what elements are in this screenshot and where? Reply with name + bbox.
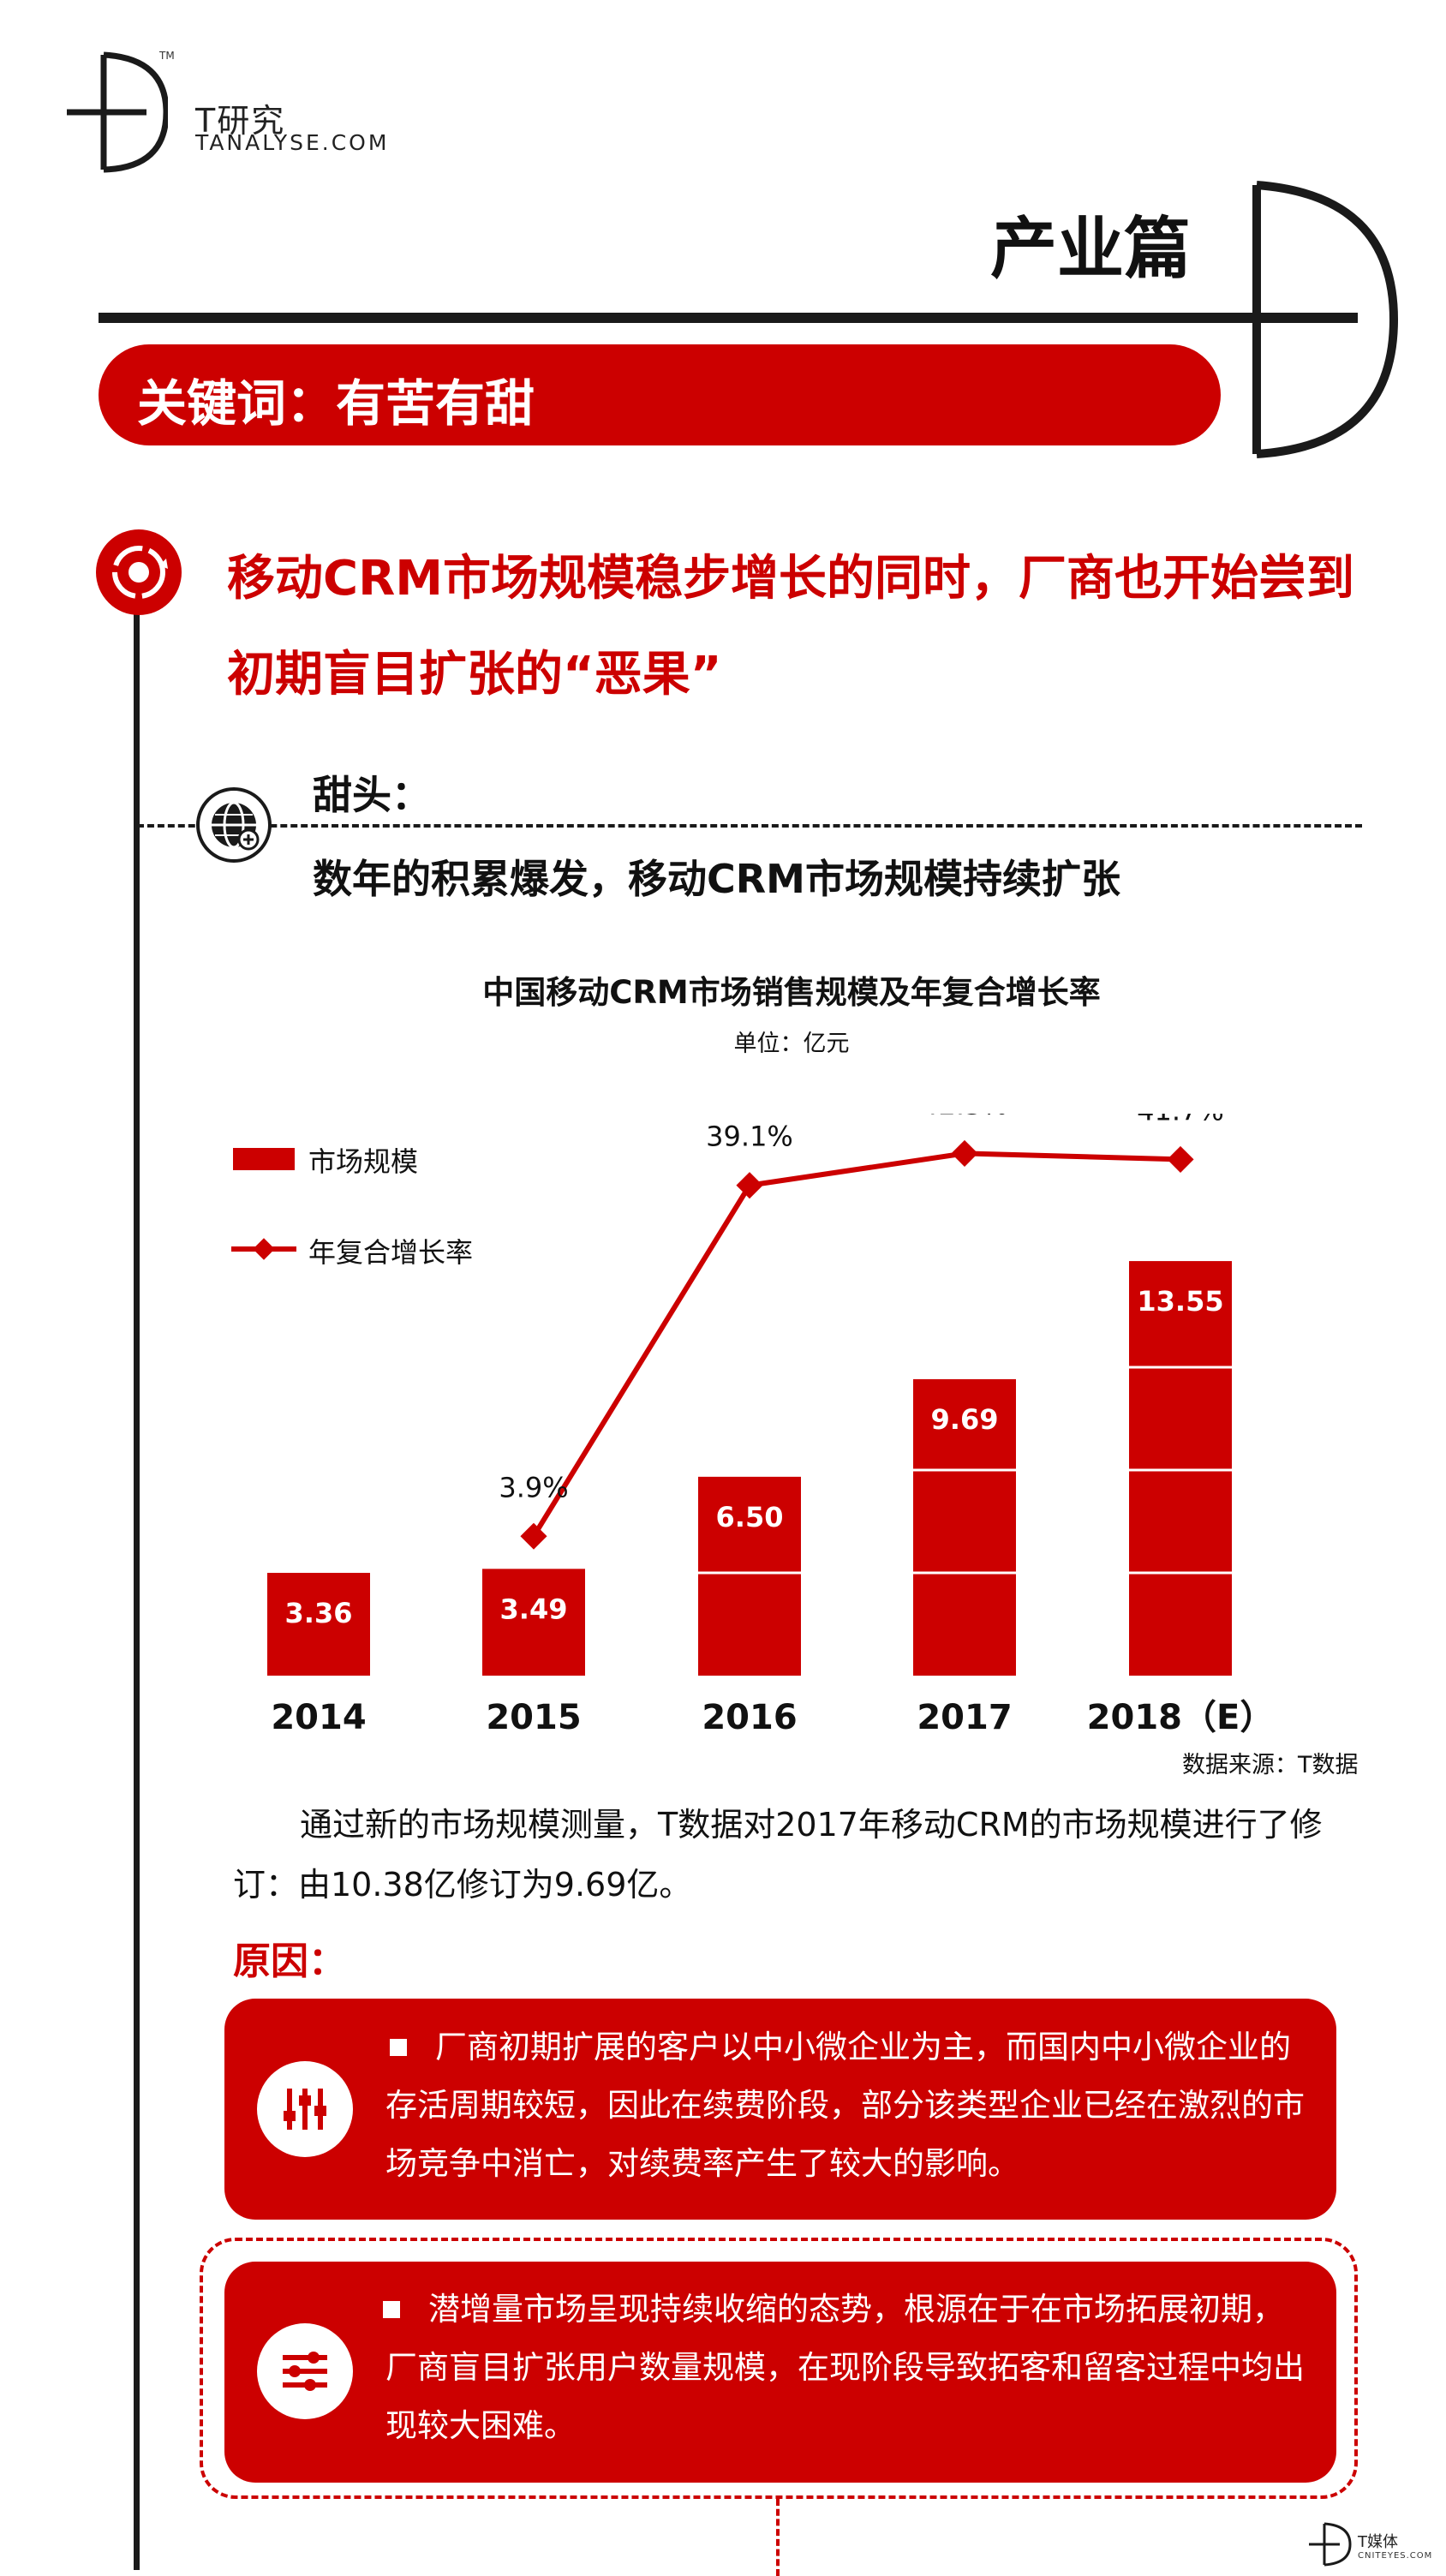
reason-text-1: 厂商初期扩展的客户以中小微企业为主，而国内中小微企业的存活周期较短，因此在续费阶…: [385, 2029, 1305, 2182]
legend-line-label: 年复合增长率: [308, 1236, 474, 1269]
bar-2017: [913, 1378, 1016, 1676]
footer-logo-icon: [1309, 2522, 1352, 2567]
bar-value-label: 6.50: [716, 1501, 784, 1533]
section-divider: [137, 824, 1362, 828]
legend-bar-swatch: [233, 1148, 295, 1170]
sweet-label: 甜头：: [313, 772, 431, 818]
bar-2014: [267, 1573, 370, 1676]
keyword-banner: [99, 344, 1221, 445]
data-source: 数据来源：T数据: [1182, 1752, 1359, 1778]
brand-logo-icon: [67, 51, 168, 173]
growth-rate-label: 42.3%: [921, 1114, 1008, 1121]
growth-rate-label: 3.9%: [499, 1471, 568, 1503]
reason-text-2: 潜增量市场呈现持续收缩的态势，根源在于在市场拓展初期，厂商盲目扩张用户数量规模，…: [385, 2291, 1305, 2444]
footer-brand: T媒体: [1358, 2533, 1398, 2551]
timeline-line: [134, 548, 140, 2570]
sliders-icon: [257, 2323, 353, 2419]
footer-url: CNITEYES.COM: [1358, 2551, 1433, 2561]
x-tick-label: 2016: [702, 1698, 797, 1737]
cycle-badge-icon: [96, 529, 182, 615]
trademark: TM: [159, 50, 175, 62]
equalizer-icon: [257, 2061, 353, 2157]
chart-unit: 单位：亿元: [733, 1031, 850, 1057]
section-title: 产业篇: [989, 211, 1191, 288]
growth-rate-point: [1167, 1145, 1194, 1173]
bar-value-label: 9.69: [931, 1403, 999, 1436]
bar-2016: [698, 1476, 801, 1676]
bar-value-label: 3.36: [285, 1597, 353, 1629]
growth-rate-point: [520, 1522, 547, 1550]
globe-icon: [196, 787, 272, 863]
chart-title: 中国移动CRM市场销售规模及年复合增长率: [482, 974, 1101, 1011]
growth-rate-line: [531, 1151, 1181, 1538]
x-tick-label: 2014: [271, 1698, 366, 1737]
growth-rate-point: [951, 1139, 978, 1167]
reason-card-1: [224, 1999, 1336, 2220]
sweet-subtitle: 数年的积累爆发，移动CRM市场规模持续扩张: [313, 856, 1120, 902]
reason-card-2: [224, 2262, 1336, 2483]
bar-2018（E）: [1129, 1261, 1232, 1676]
d-emblem-icon: [1246, 181, 1399, 458]
dashed-frame: [200, 2238, 1358, 2499]
bar-value-label: 3.49: [500, 1593, 568, 1625]
legend-bar-label: 市场规模: [308, 1145, 419, 1178]
bullet-square-icon: [390, 2039, 407, 2056]
x-tick-label: 2017: [917, 1698, 1012, 1737]
brand-name: T研究: [195, 102, 286, 140]
x-tick-label: 2018（E）: [1087, 1698, 1275, 1737]
header-rule: [99, 313, 1358, 323]
growth-rate-label: 39.1%: [706, 1121, 793, 1153]
bullet-square-icon: [383, 2301, 400, 2318]
growth-rate-label: 41.7%: [1137, 1114, 1224, 1127]
growth-rate-point: [736, 1172, 763, 1199]
x-tick-label: 2015: [486, 1698, 581, 1737]
keyword-text: 关键词：有苦有甜: [137, 374, 535, 433]
headline: 移动CRM市场规模稳步增长的同时，厂商也开始尝到初期盲目扩张的“恶果”: [227, 551, 1354, 702]
brand-url: TANALYSE.COM: [195, 130, 390, 155]
market-size-chart: 3.36 2014 3.49 2015 6.50 2016 9.69 2017 13.55 201…: [267, 1114, 1275, 1737]
bar-2015: [482, 1569, 585, 1676]
legend-line-swatch: [231, 1238, 296, 1260]
bar-value-label: 13.55: [1137, 1285, 1223, 1318]
revision-paragraph: 通过新的市场规模测量，T数据对2017年移动CRM的市场规模进行了修订：由10.…: [233, 1806, 1323, 1904]
connector-dash: [776, 2499, 780, 2576]
reasons-title: 原因：: [233, 1939, 346, 1983]
